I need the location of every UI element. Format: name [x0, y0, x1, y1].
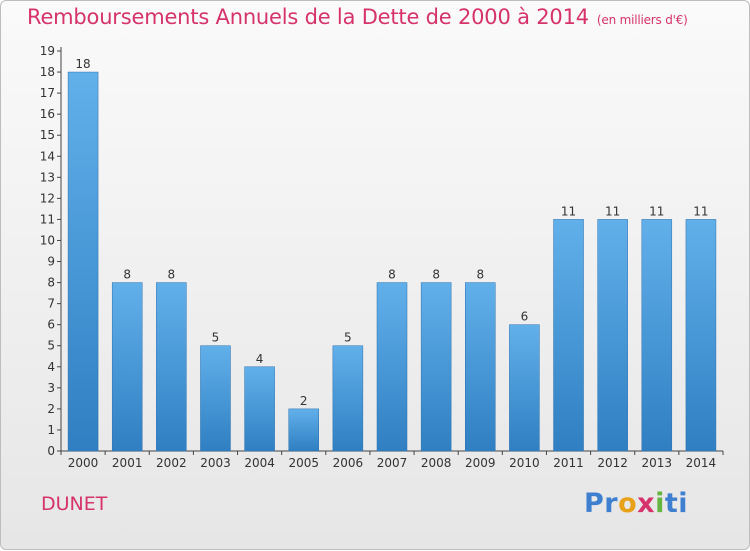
y-tick-label: 13 [40, 170, 55, 184]
x-tick-label: 2005 [288, 456, 319, 470]
bar [685, 219, 717, 452]
y-tick-label: 11 [40, 212, 55, 226]
bar [420, 282, 452, 452]
chart-title: Remboursements Annuels de la Dette de 20… [27, 5, 688, 29]
bar-value-label: 11 [649, 204, 664, 218]
y-tick-label: 0 [47, 444, 55, 458]
logo-part-4: i [655, 488, 665, 519]
chart-bars [67, 71, 717, 452]
y-tick-label: 17 [40, 86, 55, 100]
x-tick-label: 2010 [509, 456, 540, 470]
bar [200, 345, 231, 452]
y-tick-label: 18 [40, 65, 55, 79]
bar-value-label: 8 [168, 268, 176, 282]
y-tick-label: 7 [47, 297, 55, 311]
bar-value-label: 8 [388, 268, 396, 282]
y-tick-label: 15 [40, 128, 55, 142]
x-tick-label: 2001 [112, 456, 143, 470]
y-tick-label: 4 [47, 360, 55, 374]
x-tick-label: 2006 [333, 456, 364, 470]
bar [509, 324, 540, 452]
bar [376, 282, 408, 452]
bar-value-label: 4 [256, 352, 264, 366]
bar [288, 408, 319, 452]
x-tick-label: 2008 [421, 456, 452, 470]
bar-value-label: 8 [123, 268, 131, 282]
logo-part-1: Pr [584, 488, 619, 519]
bar [156, 282, 187, 452]
y-tick-label: 16 [40, 107, 55, 121]
chart-title-text: Remboursements Annuels de la Dette de 20… [27, 5, 589, 29]
bar-value-label: 2 [300, 394, 308, 408]
x-tick-label: 2009 [465, 456, 496, 470]
logo-part-5: ti [664, 488, 689, 519]
logo-part-2: o [618, 488, 638, 519]
y-tick-label: 14 [40, 149, 55, 163]
bar-value-label: 11 [605, 204, 620, 218]
y-tick-label: 8 [47, 276, 55, 290]
x-tick-label: 2004 [244, 456, 275, 470]
y-tick-label: 10 [40, 233, 55, 247]
bar [332, 345, 364, 452]
proxiti-logo: Proxiti [584, 488, 688, 519]
bar-value-label: 6 [521, 310, 529, 324]
bar-value-label: 11 [693, 204, 708, 218]
bar-value-label: 5 [212, 331, 220, 345]
bar [597, 219, 628, 452]
y-tick-label: 2 [47, 402, 55, 416]
bar [244, 366, 275, 452]
bar [67, 71, 99, 452]
x-tick-label: 2007 [377, 456, 408, 470]
y-tick-label: 5 [47, 339, 55, 353]
bar-value-label: 18 [75, 57, 90, 71]
y-tick-label: 12 [40, 191, 55, 205]
bar-value-label: 5 [344, 331, 352, 345]
commune-name: DUNET [41, 493, 108, 515]
y-tick-label: 6 [47, 318, 55, 332]
bar-value-label: 11 [561, 204, 576, 218]
x-tick-label: 2002 [156, 456, 187, 470]
y-tick-label: 19 [40, 44, 55, 58]
bar [111, 282, 143, 452]
bar [465, 282, 496, 452]
x-tick-label: 2003 [200, 456, 231, 470]
y-tick-label: 3 [47, 381, 55, 395]
x-tick-label: 2000 [68, 456, 99, 470]
chart-subtitle: (en milliers d'€) [596, 13, 688, 27]
logo-part-3: x [637, 488, 656, 519]
bar-value-label: 8 [476, 268, 484, 282]
x-tick-label: 2013 [642, 456, 673, 470]
x-tick-label: 2011 [553, 456, 584, 470]
bar-value-label: 8 [432, 268, 440, 282]
y-tick-label: 9 [47, 255, 55, 269]
bar [553, 219, 584, 452]
chart-labels: 18 2000 8 2001 8 2002 5 2003 4 2004 2 2005 5 2006 8 200… [68, 57, 716, 470]
x-tick-label: 2014 [686, 456, 717, 470]
x-tick-label: 2012 [597, 456, 628, 470]
bar [641, 219, 673, 452]
y-tick-label: 1 [47, 423, 55, 437]
